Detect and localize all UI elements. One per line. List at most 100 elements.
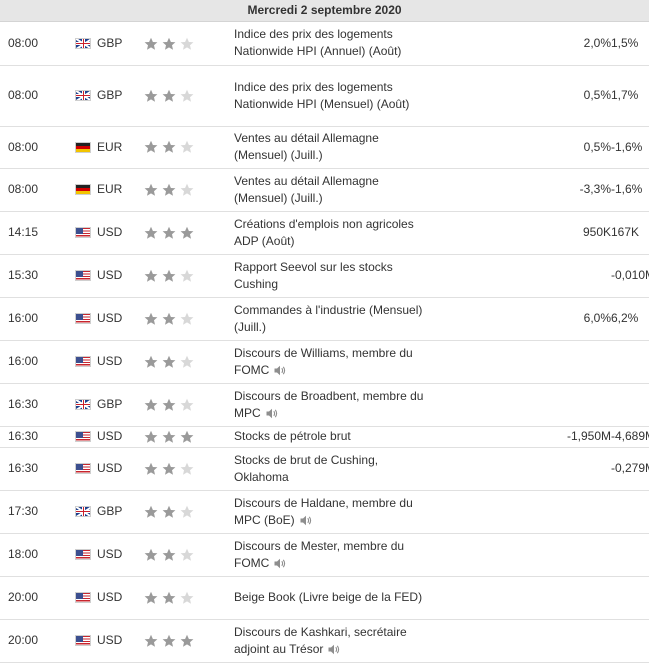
star-empty-icon bbox=[180, 548, 194, 562]
event-actual bbox=[434, 254, 526, 297]
flag-cell bbox=[48, 22, 97, 65]
event-name[interactable]: Ventes au détail Allemagne (Mensuel) (Ju… bbox=[234, 173, 379, 205]
event-name[interactable]: Discours de Haldane, membre du MPC (BoE) bbox=[234, 495, 413, 527]
event-currency: EUR bbox=[97, 139, 123, 154]
event-name[interactable]: Indice des prix des logements Nationwide… bbox=[234, 27, 402, 59]
event-time: 16:30 bbox=[8, 429, 39, 443]
event-cell[interactable]: Ventes au détail Allemagne (Mensuel) (Ju… bbox=[232, 168, 434, 211]
us-flag-icon bbox=[75, 431, 91, 443]
de-flag-icon bbox=[75, 141, 91, 153]
flag-cell bbox=[48, 447, 97, 490]
event-name[interactable]: Beige Book (Livre beige de la FED) bbox=[234, 590, 423, 604]
event-row[interactable]: 16:00 USD Commandes à l'industrie (Mensuel… bbox=[0, 297, 649, 340]
event-row[interactable]: 18:00 USD Discours de Mester, membre du FO… bbox=[0, 533, 649, 576]
star-filled-icon bbox=[162, 89, 176, 103]
star-empty-icon bbox=[180, 89, 194, 103]
event-name[interactable]: Discours de Mester, membre du FOMC bbox=[234, 538, 405, 570]
us-flag-icon bbox=[75, 227, 91, 239]
event-cell[interactable]: Discours de Williams, membre du FOMC bbox=[232, 340, 434, 383]
flag-cell bbox=[48, 533, 97, 576]
event-currency: EUR bbox=[97, 182, 123, 196]
event-cell[interactable]: Indice des prix des logements Nationwide… bbox=[232, 65, 434, 126]
star-empty-icon bbox=[180, 355, 194, 369]
event-name[interactable]: Indice des prix des logements Nationwide… bbox=[234, 79, 410, 111]
star-filled-icon bbox=[144, 430, 158, 444]
event-previous bbox=[611, 576, 649, 619]
event-name[interactable]: Ventes au détail Allemagne (Mensuel) (Ju… bbox=[234, 131, 379, 162]
event-cell[interactable]: Discours de Kashkari, secrétaire adjoint… bbox=[232, 619, 434, 662]
importance-stars bbox=[144, 619, 232, 662]
us-flag-icon bbox=[75, 592, 91, 604]
event-name[interactable]: Rapport Seevol sur les stocks Cushing bbox=[234, 259, 393, 291]
event-cell[interactable]: Ventes au détail Allemagne (Mensuel) (Ju… bbox=[232, 126, 434, 168]
flag-cell bbox=[48, 168, 97, 211]
event-time: 20:00 bbox=[8, 633, 39, 647]
event-cell[interactable]: Discours de Mester, membre du FOMC bbox=[232, 533, 434, 576]
event-row[interactable]: 16:00 USD Discours de Williams, membre du … bbox=[0, 340, 649, 383]
event-name[interactable]: Discours de Williams, membre du FOMC bbox=[234, 345, 413, 377]
star-filled-icon bbox=[144, 37, 158, 51]
star-filled-icon bbox=[162, 355, 176, 369]
gb-flag-icon bbox=[75, 90, 91, 102]
event-time: 08:00 bbox=[8, 182, 39, 196]
event-forecast bbox=[526, 533, 611, 576]
event-actual bbox=[434, 619, 526, 662]
event-row[interactable]: 14:15 USD Créations d'emplois non agricole… bbox=[0, 211, 649, 254]
event-name[interactable]: Discours de Kashkari, secrétaire adjoint… bbox=[234, 624, 407, 656]
event-cell[interactable]: Créations d'emplois non agricoles ADP (A… bbox=[232, 211, 434, 254]
event-previous: 1,7% bbox=[611, 88, 639, 102]
event-row[interactable]: 16:30 GBP Discours de Broadbent, membre du… bbox=[0, 383, 649, 426]
event-actual bbox=[434, 297, 526, 340]
star-filled-icon bbox=[144, 591, 158, 605]
star-filled-icon bbox=[144, 548, 158, 562]
star-empty-icon bbox=[180, 505, 194, 519]
event-currency: USD bbox=[97, 311, 123, 325]
event-row[interactable]: 08:00 GBP Indice des prix des logements Na… bbox=[0, 65, 649, 126]
event-previous: 167K bbox=[611, 225, 640, 239]
flag-cell bbox=[48, 126, 97, 168]
event-name[interactable]: Stocks de brut de Cushing, Oklahoma bbox=[234, 452, 379, 484]
event-row[interactable]: 08:00 GBP Indice des prix des logements Na… bbox=[0, 22, 649, 65]
event-row[interactable]: 08:00 EUR Ventes au détail Allemagne (Mens… bbox=[0, 126, 649, 168]
event-previous bbox=[611, 619, 649, 662]
event-row[interactable]: 16:30 USD Stocks de pétrole brut -1,950M -4,… bbox=[0, 426, 649, 447]
event-forecast: -1,950M bbox=[566, 429, 611, 443]
event-cell[interactable]: Discours de Haldane, membre du MPC (BoE) bbox=[232, 490, 434, 533]
importance-stars bbox=[144, 533, 232, 576]
star-filled-icon bbox=[162, 398, 176, 412]
event-actual bbox=[434, 211, 526, 254]
event-cell[interactable]: Indice des prix des logements Nationwide… bbox=[232, 22, 434, 65]
day-header: Mercredi 2 septembre 2020 bbox=[0, 0, 649, 22]
us-flag-icon bbox=[75, 549, 91, 561]
star-filled-icon bbox=[162, 269, 176, 283]
importance-stars bbox=[144, 126, 232, 168]
event-cell[interactable]: Discours de Broadbent, membre du MPC bbox=[232, 383, 434, 426]
speaker-icon bbox=[274, 558, 286, 569]
flag-cell bbox=[48, 297, 97, 340]
event-cell[interactable]: Stocks de brut de Cushing, Oklahoma bbox=[232, 447, 434, 490]
event-cell[interactable]: Beige Book (Livre beige de la FED) bbox=[232, 576, 434, 619]
event-cell[interactable]: Rapport Seevol sur les stocks Cushing bbox=[232, 254, 434, 297]
flag-cell bbox=[48, 340, 97, 383]
event-actual bbox=[434, 65, 526, 126]
event-time: 08:00 bbox=[8, 88, 39, 102]
event-row[interactable]: 17:30 GBP Discours de Haldane, membre du M… bbox=[0, 490, 649, 533]
gb-flag-icon bbox=[75, 399, 91, 411]
event-name[interactable]: Stocks de pétrole brut bbox=[234, 429, 351, 443]
event-time: 16:30 bbox=[8, 461, 39, 475]
event-row[interactable]: 08:00 EUR Ventes au détail Allemagne (Mens… bbox=[0, 168, 649, 211]
event-cell[interactable]: Stocks de pétrole brut bbox=[232, 426, 434, 447]
event-currency: USD bbox=[97, 590, 123, 604]
event-cell[interactable]: Commandes à l'industrie (Mensuel) (Juill… bbox=[232, 297, 434, 340]
event-row[interactable]: 16:30 USD Stocks de brut de Cushing, Oklah… bbox=[0, 447, 649, 490]
flag-cell bbox=[48, 576, 97, 619]
event-row[interactable]: 20:00 USD Beige Book (Livre beige de la FE… bbox=[0, 576, 649, 619]
event-name[interactable]: Discours de Broadbent, membre du MPC bbox=[234, 388, 424, 420]
star-filled-icon bbox=[144, 140, 158, 154]
event-name[interactable]: Créations d'emplois non agricoles ADP (A… bbox=[234, 216, 414, 248]
star-filled-icon bbox=[144, 312, 158, 326]
event-row[interactable]: 20:00 USD Discours de Kashkari, secrétaire… bbox=[0, 619, 649, 662]
event-row[interactable]: 15:30 USD Rapport Seevol sur les stocks Cu… bbox=[0, 254, 649, 297]
event-name[interactable]: Commandes à l'industrie (Mensuel) (Juill… bbox=[234, 302, 423, 334]
